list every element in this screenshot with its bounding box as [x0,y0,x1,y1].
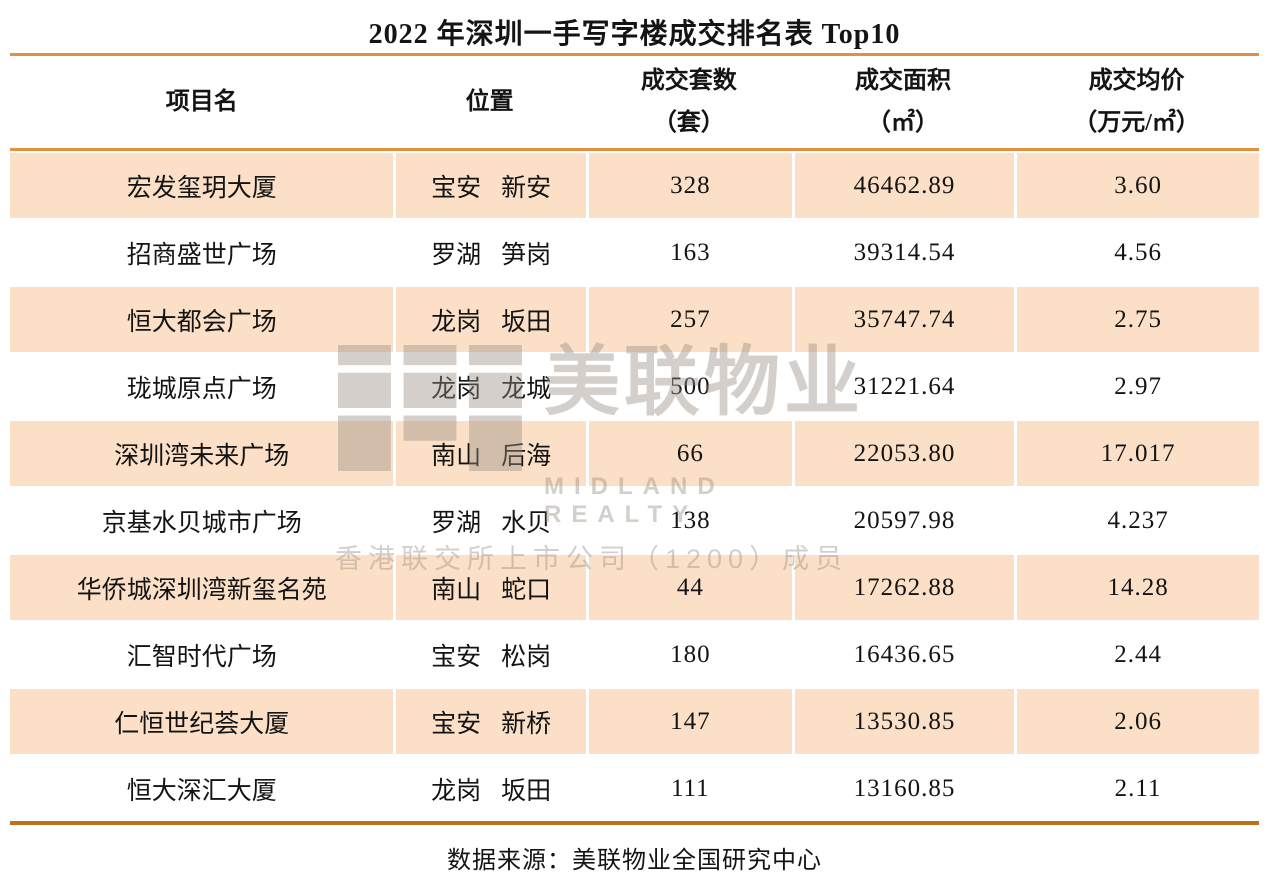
column-header-unit: （套） [652,110,725,136]
column-header-unit: （万元/㎡） [1073,110,1200,136]
cell-units-sold: 257 [585,285,792,352]
cell-location: 罗湖 水贝 [393,486,586,553]
cell-avg-price: 2.11 [1014,754,1259,821]
column-header-units-sold: 成交套数 （套） [586,60,792,144]
cell-avg-price: 2.97 [1014,352,1259,419]
cell-units-sold: 66 [585,419,792,486]
column-header-label: 成交套数 [640,68,737,94]
cell-units-sold: 500 [585,352,792,419]
divider-header [10,148,1259,151]
cell-units-sold: 328 [585,151,792,218]
cell-avg-price: 2.75 [1014,285,1259,352]
column-header-label: 项目名 [165,89,238,115]
cell-units-sold: 180 [585,620,792,687]
column-header-area: 成交面积 （㎡） [792,60,1014,144]
table-row: 仁恒世纪荟大厦 宝安 新桥 147 13530.85 2.06 [10,687,1259,754]
cell-project: 珑城原点广场 [10,352,394,419]
cell-area: 31221.64 [791,352,1015,419]
cell-project: 华侨城深圳湾新玺名苑 [10,553,394,620]
cell-location: 南山 蛇口 [393,553,586,620]
data-source-note: 数据来源：美联物业全国研究中心 [447,848,822,872]
cell-project: 招商盛世广场 [10,218,394,285]
cell-avg-price: 4.237 [1014,486,1259,553]
table-row: 华侨城深圳湾新玺名苑 南山 蛇口 44 17262.88 14.28 [10,553,1259,620]
table-row: 招商盛世广场 罗湖 笋岗 163 39314.54 4.56 [10,218,1259,285]
table-row: 宏发玺玥大厦 宝安 新安 328 46462.89 3.60 [10,151,1259,218]
cell-area: 46462.89 [791,151,1015,218]
cell-location: 宝安 新安 [393,151,586,218]
column-header-avg-price: 成交均价 （万元/㎡） [1014,60,1259,144]
cell-units-sold: 147 [585,687,792,754]
column-header-project: 项目名 [10,81,393,123]
ranking-table: 项目名 位置 成交套数 （套） 成交面积 （㎡） 成交均价 （万元/㎡） 宏发玺… [10,53,1259,825]
cell-area: 22053.80 [791,419,1015,486]
cell-avg-price: 14.28 [1014,553,1259,620]
table-row: 珑城原点广场 龙岗 龙城 500 31221.64 2.97 [10,352,1259,419]
cell-project: 恒大都会广场 [10,285,394,352]
cell-avg-price: 2.44 [1014,620,1259,687]
column-header-label: 成交面积 [855,68,952,94]
cell-location: 南山 后海 [393,419,586,486]
cell-project: 仁恒世纪荟大厦 [10,687,394,754]
cell-units-sold: 163 [585,218,792,285]
table-row: 汇智时代广场 宝安 松岗 180 16436.65 2.44 [10,620,1259,687]
cell-project: 京基水贝城市广场 [10,486,394,553]
table-body: 宏发玺玥大厦 宝安 新安 328 46462.89 3.60 招商盛世广场 罗湖… [10,151,1259,821]
cell-avg-price: 3.60 [1014,151,1259,218]
cell-area: 20597.98 [791,486,1015,553]
divider-bottom [10,821,1259,825]
table-row: 深圳湾未来广场 南山 后海 66 22053.80 17.017 [10,419,1259,486]
cell-avg-price: 4.56 [1014,218,1259,285]
cell-location: 罗湖 笋岗 [393,218,586,285]
table-row: 恒大深汇大厦 龙岗 坂田 111 13160.85 2.11 [10,754,1259,821]
cell-area: 39314.54 [791,218,1015,285]
column-header-unit: （㎡） [867,110,940,136]
cell-location: 龙岗 坂田 [393,754,586,821]
cell-location: 龙岗 龙城 [393,352,586,419]
cell-project: 深圳湾未来广场 [10,419,394,486]
page-title: 2022 年深圳一手写字楼成交排名表 Top10 [368,19,901,50]
cell-location: 宝安 新桥 [393,687,586,754]
column-header-label: 成交均价 [1088,68,1185,94]
cell-area: 13160.85 [791,754,1015,821]
table-header-row: 项目名 位置 成交套数 （套） 成交面积 （㎡） 成交均价 （万元/㎡） [10,56,1259,148]
cell-avg-price: 2.06 [1014,687,1259,754]
divider-top [10,53,1259,56]
cell-units-sold: 44 [585,553,792,620]
column-header-label: 位置 [465,89,514,115]
cell-area: 35747.74 [791,285,1015,352]
cell-project: 汇智时代广场 [10,620,394,687]
cell-area: 17262.88 [791,553,1015,620]
cell-project: 宏发玺玥大厦 [10,151,394,218]
column-header-location: 位置 [393,81,585,123]
cell-location: 龙岗 坂田 [393,285,586,352]
cell-area: 16436.65 [791,620,1015,687]
cell-avg-price: 17.017 [1014,419,1259,486]
table-row: 京基水贝城市广场 罗湖 水贝 138 20597.98 4.237 [10,486,1259,553]
cell-units-sold: 138 [585,486,792,553]
cell-location: 宝安 松岗 [393,620,586,687]
cell-units-sold: 111 [585,754,792,821]
cell-area: 13530.85 [791,687,1015,754]
cell-project: 恒大深汇大厦 [10,754,394,821]
table-row: 恒大都会广场 龙岗 坂田 257 35747.74 2.75 [10,285,1259,352]
